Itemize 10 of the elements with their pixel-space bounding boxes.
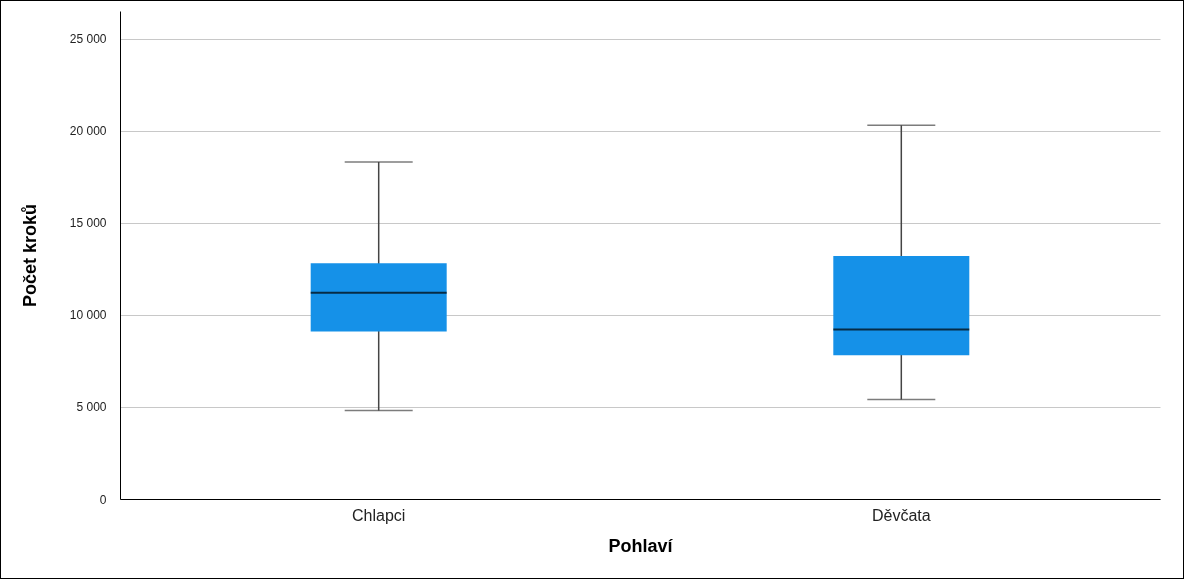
y-tick-label: 5 000 xyxy=(76,400,107,415)
y-tick-label: 25 000 xyxy=(69,32,107,47)
y-axis-title: Počet kroků xyxy=(19,203,40,308)
x-tick-label: Chlapci xyxy=(352,506,406,524)
y-tick-label: 0 xyxy=(99,492,107,507)
x-axis-title: Pohlaví xyxy=(608,535,674,556)
y-tick-label: 20 000 xyxy=(69,124,107,139)
y-tick-label: 10 000 xyxy=(69,308,107,323)
x-tick-label: Děvčata xyxy=(871,506,931,524)
y-tick-label: 15 000 xyxy=(69,216,107,231)
